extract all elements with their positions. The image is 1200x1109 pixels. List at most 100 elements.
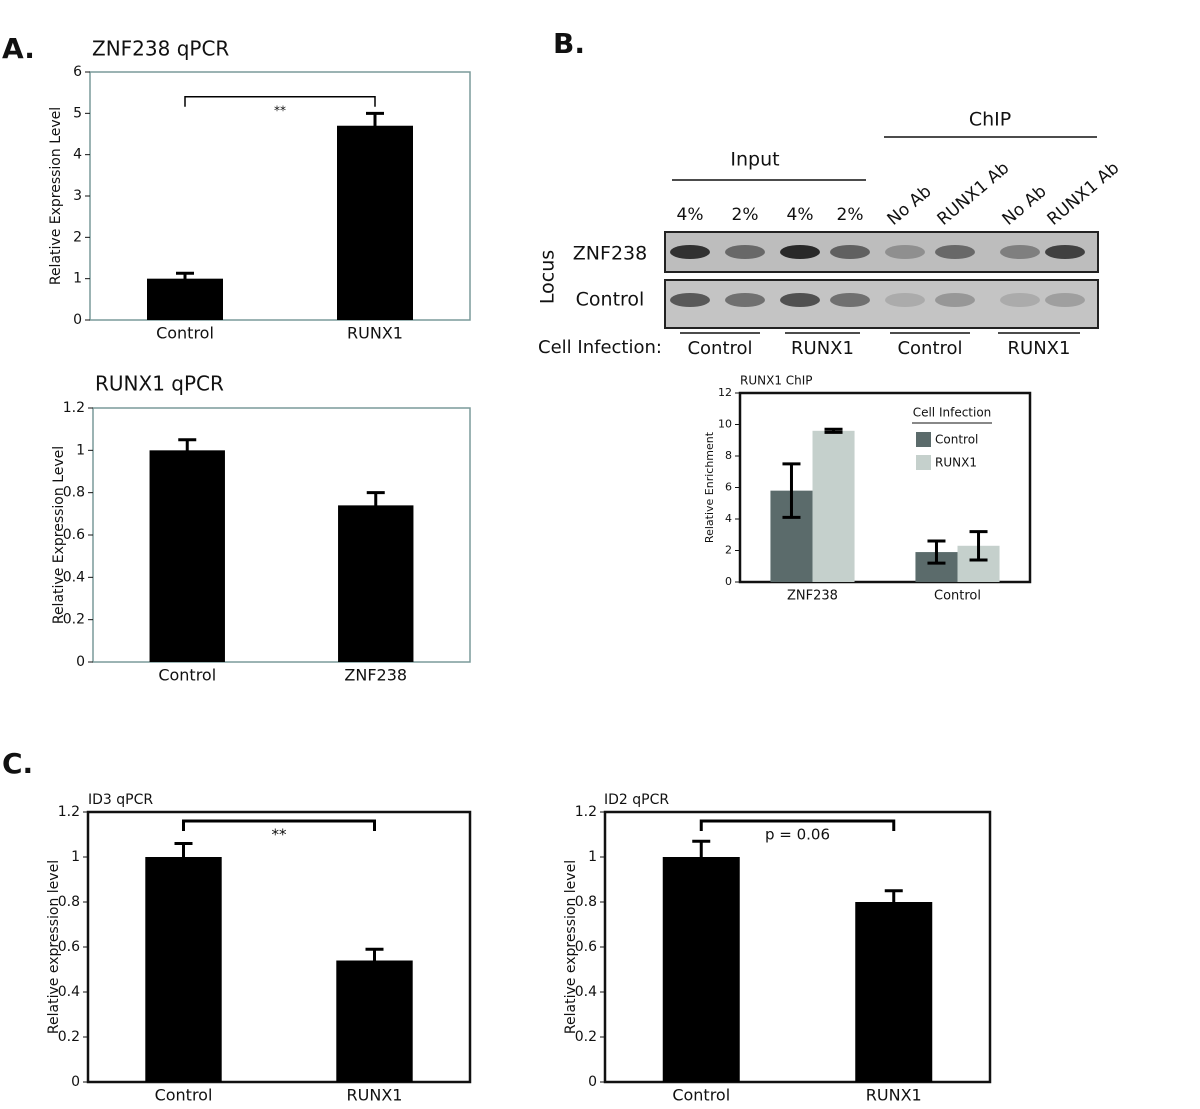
y-axis-label: Relative Expression Level xyxy=(51,446,67,624)
bar xyxy=(145,857,222,1082)
y-tick-label: 0 xyxy=(73,312,82,328)
y-tick-label: 0.2 xyxy=(575,1029,597,1045)
x-tick-label: RUNX1 xyxy=(347,1086,403,1105)
row-label: ZNF238 xyxy=(573,243,647,265)
y-tick-label: 2 xyxy=(725,544,732,557)
infection-label: Control xyxy=(687,338,752,359)
y-tick-label: 0 xyxy=(588,1074,597,1090)
y-tick-label: 0 xyxy=(76,654,85,670)
y-tick-label: 0.8 xyxy=(575,894,597,910)
lane-label: 2% xyxy=(732,205,759,225)
y-tick-label: 5 xyxy=(73,105,82,121)
x-tick-label: Control xyxy=(158,666,216,685)
y-tick-label: 0.2 xyxy=(63,612,85,628)
y-tick-label: 0.6 xyxy=(58,939,80,955)
significance-bracket xyxy=(699,819,896,831)
gel-group: ChIP xyxy=(969,109,1011,131)
y-tick-label: 3 xyxy=(73,188,82,204)
row-label: Control xyxy=(576,289,645,311)
y-tick-label: 1 xyxy=(73,271,82,287)
y-tick-label: 1 xyxy=(71,849,80,865)
gel-group: Input xyxy=(730,149,779,171)
x-tick-label: Control xyxy=(934,589,981,604)
x-tick-label: ZNF238 xyxy=(344,666,407,685)
bar xyxy=(336,960,413,1082)
legend-label: Control xyxy=(935,433,978,447)
gel-band xyxy=(885,245,925,259)
gel-band xyxy=(780,245,820,259)
y-tick-label: 1.2 xyxy=(63,400,85,416)
annotation: ** xyxy=(274,103,286,117)
gel-band xyxy=(725,245,765,259)
bar xyxy=(338,505,414,662)
infection-label: RUNX1 xyxy=(791,338,854,359)
gel-band xyxy=(1000,245,1040,259)
chart-title: RUNX1 ChIP xyxy=(740,374,813,388)
gel-band xyxy=(830,245,870,259)
y-tick-label: 6 xyxy=(725,481,732,494)
gel: Input ChIP ZNF238 Control Locus Cell Inf… xyxy=(537,109,1099,358)
gel-band xyxy=(670,245,710,259)
y-tick-label: 8 xyxy=(725,449,732,462)
y-axis-label: Relative Enrichment xyxy=(703,431,716,543)
legend-label: RUNX1 xyxy=(935,456,977,470)
panel-label: C. xyxy=(2,747,33,780)
gel-band xyxy=(1000,293,1040,307)
panel-label: B. xyxy=(553,27,585,60)
lane-label: RUNX1 Ab xyxy=(1044,158,1124,229)
row-axis: Locus xyxy=(537,250,559,304)
lane-label: 4% xyxy=(677,205,704,225)
gel-band xyxy=(670,293,710,307)
y-tick-label: 1 xyxy=(76,442,85,458)
annotation: p = 0.06 xyxy=(765,826,830,844)
y-tick-label: 0.6 xyxy=(63,527,85,543)
chart-title: ZNF238 qPCR xyxy=(92,37,229,61)
lane-label: No Ab xyxy=(999,182,1051,230)
y-tick-label: 12 xyxy=(718,386,732,399)
y-tick-label: 0 xyxy=(71,1074,80,1090)
legend-swatch xyxy=(916,455,931,470)
bar xyxy=(662,857,740,1082)
bar xyxy=(147,278,223,320)
significance-bracket xyxy=(182,819,376,831)
y-tick-label: 2 xyxy=(73,229,82,245)
chart-title: RUNX1 qPCR xyxy=(95,372,224,396)
y-tick-label: 1.2 xyxy=(575,804,597,820)
y-tick-label: 0.4 xyxy=(63,569,85,585)
significance-bracket xyxy=(184,96,376,107)
y-tick-label: 4 xyxy=(725,512,732,525)
bar xyxy=(149,450,225,662)
y-tick-label: 4 xyxy=(73,147,82,163)
gel-band xyxy=(780,293,820,307)
infection-label: RUNX1 xyxy=(1008,338,1071,359)
y-tick-label: 0.6 xyxy=(575,939,597,955)
legend-swatch xyxy=(916,432,931,447)
legend-title: Cell Infection xyxy=(913,406,992,420)
gel-band xyxy=(935,293,975,307)
x-tick-label: RUNX1 xyxy=(347,324,403,343)
y-axis-label: Relative expression level xyxy=(563,860,579,1034)
x-tick-label: ZNF238 xyxy=(787,589,838,604)
lane-label: 2% xyxy=(837,205,864,225)
gel-band xyxy=(725,293,765,307)
bar xyxy=(337,125,413,320)
y-tick-label: 0 xyxy=(725,575,732,588)
y-tick-label: 0.4 xyxy=(575,984,597,1000)
y-tick-label: 0.8 xyxy=(63,485,85,501)
lane-label: No Ab xyxy=(884,182,936,230)
y-tick-label: 0.2 xyxy=(58,1029,80,1045)
x-tick-label: RUNX1 xyxy=(866,1086,922,1105)
chart-title: ID2 qPCR xyxy=(604,792,669,808)
chart-title: ID3 qPCR xyxy=(88,792,153,808)
y-axis-label: Relative Expression Level xyxy=(48,107,64,285)
x-tick-label: Control xyxy=(672,1086,730,1105)
infection-label: Cell Infection: xyxy=(538,337,662,358)
y-tick-label: 1 xyxy=(588,849,597,865)
y-tick-label: 1.2 xyxy=(58,804,80,820)
x-tick-label: Control xyxy=(155,1086,213,1105)
gel-band xyxy=(1045,293,1085,307)
gel-band xyxy=(885,293,925,307)
x-tick-label: Control xyxy=(156,324,214,343)
y-axis-label: Relative expression level xyxy=(46,860,62,1034)
